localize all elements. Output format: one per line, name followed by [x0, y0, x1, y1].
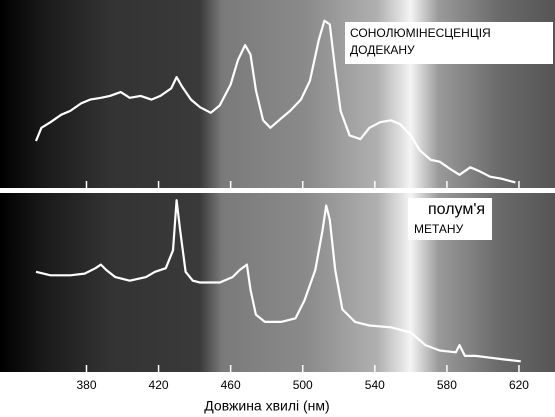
annotation: ДОДЕКАНУ: [350, 43, 415, 57]
label-box: [345, 22, 553, 64]
spectrum-line: [35, 199, 521, 363]
annotation: СОНОЛЮМІНЕСЦЕНЦІЯ: [350, 26, 491, 40]
x-axis-label: Довжина хвилі (нм): [204, 398, 329, 414]
x-tick-label: 420: [149, 378, 169, 392]
x-tick-label: 580: [437, 378, 457, 392]
label-box: [408, 198, 492, 240]
annotation: полум'я: [428, 201, 485, 218]
spectrum-line: [34, 19, 516, 184]
x-tick-label: 500: [293, 378, 313, 392]
x-tick-label: 460: [221, 378, 241, 392]
x-tick-label: 620: [509, 378, 529, 392]
annotation: МЕТАНУ: [414, 222, 464, 236]
x-tick-label: 540: [365, 378, 385, 392]
x-tick-label: 380: [76, 378, 96, 392]
